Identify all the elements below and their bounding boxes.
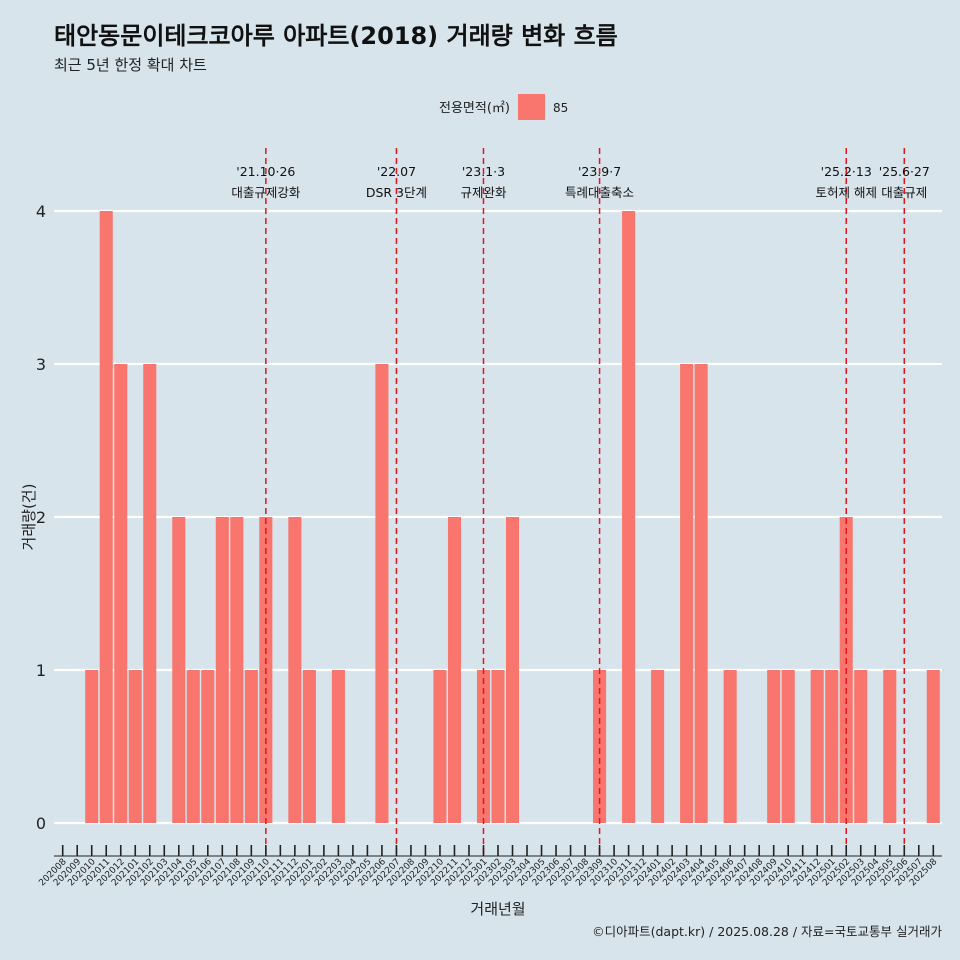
event-desc-label: 특례대출축소 xyxy=(565,185,634,200)
bars xyxy=(85,211,940,823)
event-date-label: '25.2·13 xyxy=(821,164,872,179)
legend-swatch xyxy=(518,94,545,120)
chart-subtitle: 최근 5년 한정 확대 차트 xyxy=(54,56,207,74)
event-date-label: '25.6·27 xyxy=(879,164,930,179)
event-desc-label: 토허제 해제 xyxy=(815,185,876,200)
y-tick-label: 3 xyxy=(36,355,46,374)
bar-202112 xyxy=(288,517,302,823)
caption: ©디아파트(dapt.kr) / 2025.08.28 / 자료=국토교통부 실… xyxy=(592,924,942,939)
legend: 전용면적(㎡) 85 xyxy=(439,94,568,120)
y-tick-label: 1 xyxy=(36,661,46,680)
event-date-label: '21.10·26 xyxy=(236,164,295,179)
bar-202109 xyxy=(244,670,258,823)
event-desc-label: DSR 3단계 xyxy=(366,185,427,200)
bar-202409 xyxy=(767,670,781,823)
event-lines: '21.10·26 대출규제강화 '22.07 DSR 3단계 '23.1·3 규제완화 '… xyxy=(231,148,930,856)
event-desc-label: 대출규제 xyxy=(881,185,927,200)
x-axis: 2020082020092020102020112020122021012021… xyxy=(37,845,942,888)
bar-202203 xyxy=(331,670,345,823)
bar-202505 xyxy=(883,670,897,823)
bar-202406 xyxy=(723,670,737,823)
bar-202303 xyxy=(505,517,520,823)
bar-202010 xyxy=(85,670,99,823)
bar-202503 xyxy=(854,670,868,823)
bar-202412 xyxy=(810,670,824,823)
x-axis-label: 거래년월 xyxy=(470,900,525,918)
bar-202210 xyxy=(433,670,447,823)
y-tick-label: 4 xyxy=(36,202,46,221)
bar-202501 xyxy=(825,670,839,823)
bar-202107 xyxy=(215,517,229,823)
bar-202309 xyxy=(593,670,607,823)
bar-202201 xyxy=(302,670,316,823)
bar-202404 xyxy=(694,364,708,823)
bar-202403 xyxy=(680,364,694,823)
bar-202105 xyxy=(186,670,200,823)
bar-202410 xyxy=(781,670,795,823)
y-axis: 0 1 2 3 4 xyxy=(36,202,46,833)
bar-202102 xyxy=(143,364,157,823)
bar-202101 xyxy=(128,670,142,823)
bar-202508 xyxy=(926,670,940,823)
y-tick-label: 2 xyxy=(36,508,46,527)
bar-202206 xyxy=(375,364,389,823)
y-axis-label: 거래량(건) xyxy=(20,484,38,551)
event-date-label: '23.1·3 xyxy=(462,164,505,179)
event-desc-label: 규제완화 xyxy=(460,185,507,200)
event-date-label: '23.9·7 xyxy=(578,164,621,179)
bar-202012 xyxy=(114,364,128,823)
bar-202104 xyxy=(172,517,186,823)
bar-202401 xyxy=(651,670,665,823)
bar-202211 xyxy=(447,517,461,823)
event-desc-label: 대출규제강화 xyxy=(231,185,301,200)
y-tick-label: 0 xyxy=(36,814,46,833)
bar-202011 xyxy=(99,211,113,823)
legend-title: 전용면적(㎡) xyxy=(439,101,510,116)
bar-202106 xyxy=(201,670,215,823)
bar-202311 xyxy=(622,211,636,823)
bar-202301 xyxy=(476,670,491,823)
legend-label: 85 xyxy=(553,101,568,115)
chart-title: 태안동문이테크코아루 아파트(2018) 거래량 변화 흐름 xyxy=(54,22,618,50)
bar-202108 xyxy=(230,517,244,823)
event-date-label: '22.07 xyxy=(377,164,416,179)
bar-202302 xyxy=(491,670,505,823)
